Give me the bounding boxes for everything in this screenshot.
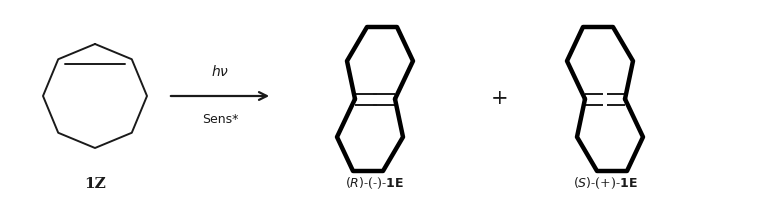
Text: Sens*: Sens* [202,113,238,126]
Text: $h\nu$: $h\nu$ [211,64,229,79]
Text: +: + [492,90,509,109]
Text: $(S)$-(+)-$\mathbf{1E}$: $(S)$-(+)-$\mathbf{1E}$ [573,176,637,191]
Text: $(R)$-(-)-$\mathbf{1E}$: $(R)$-(-)-$\mathbf{1E}$ [345,176,404,191]
Text: 1Z: 1Z [84,177,106,191]
